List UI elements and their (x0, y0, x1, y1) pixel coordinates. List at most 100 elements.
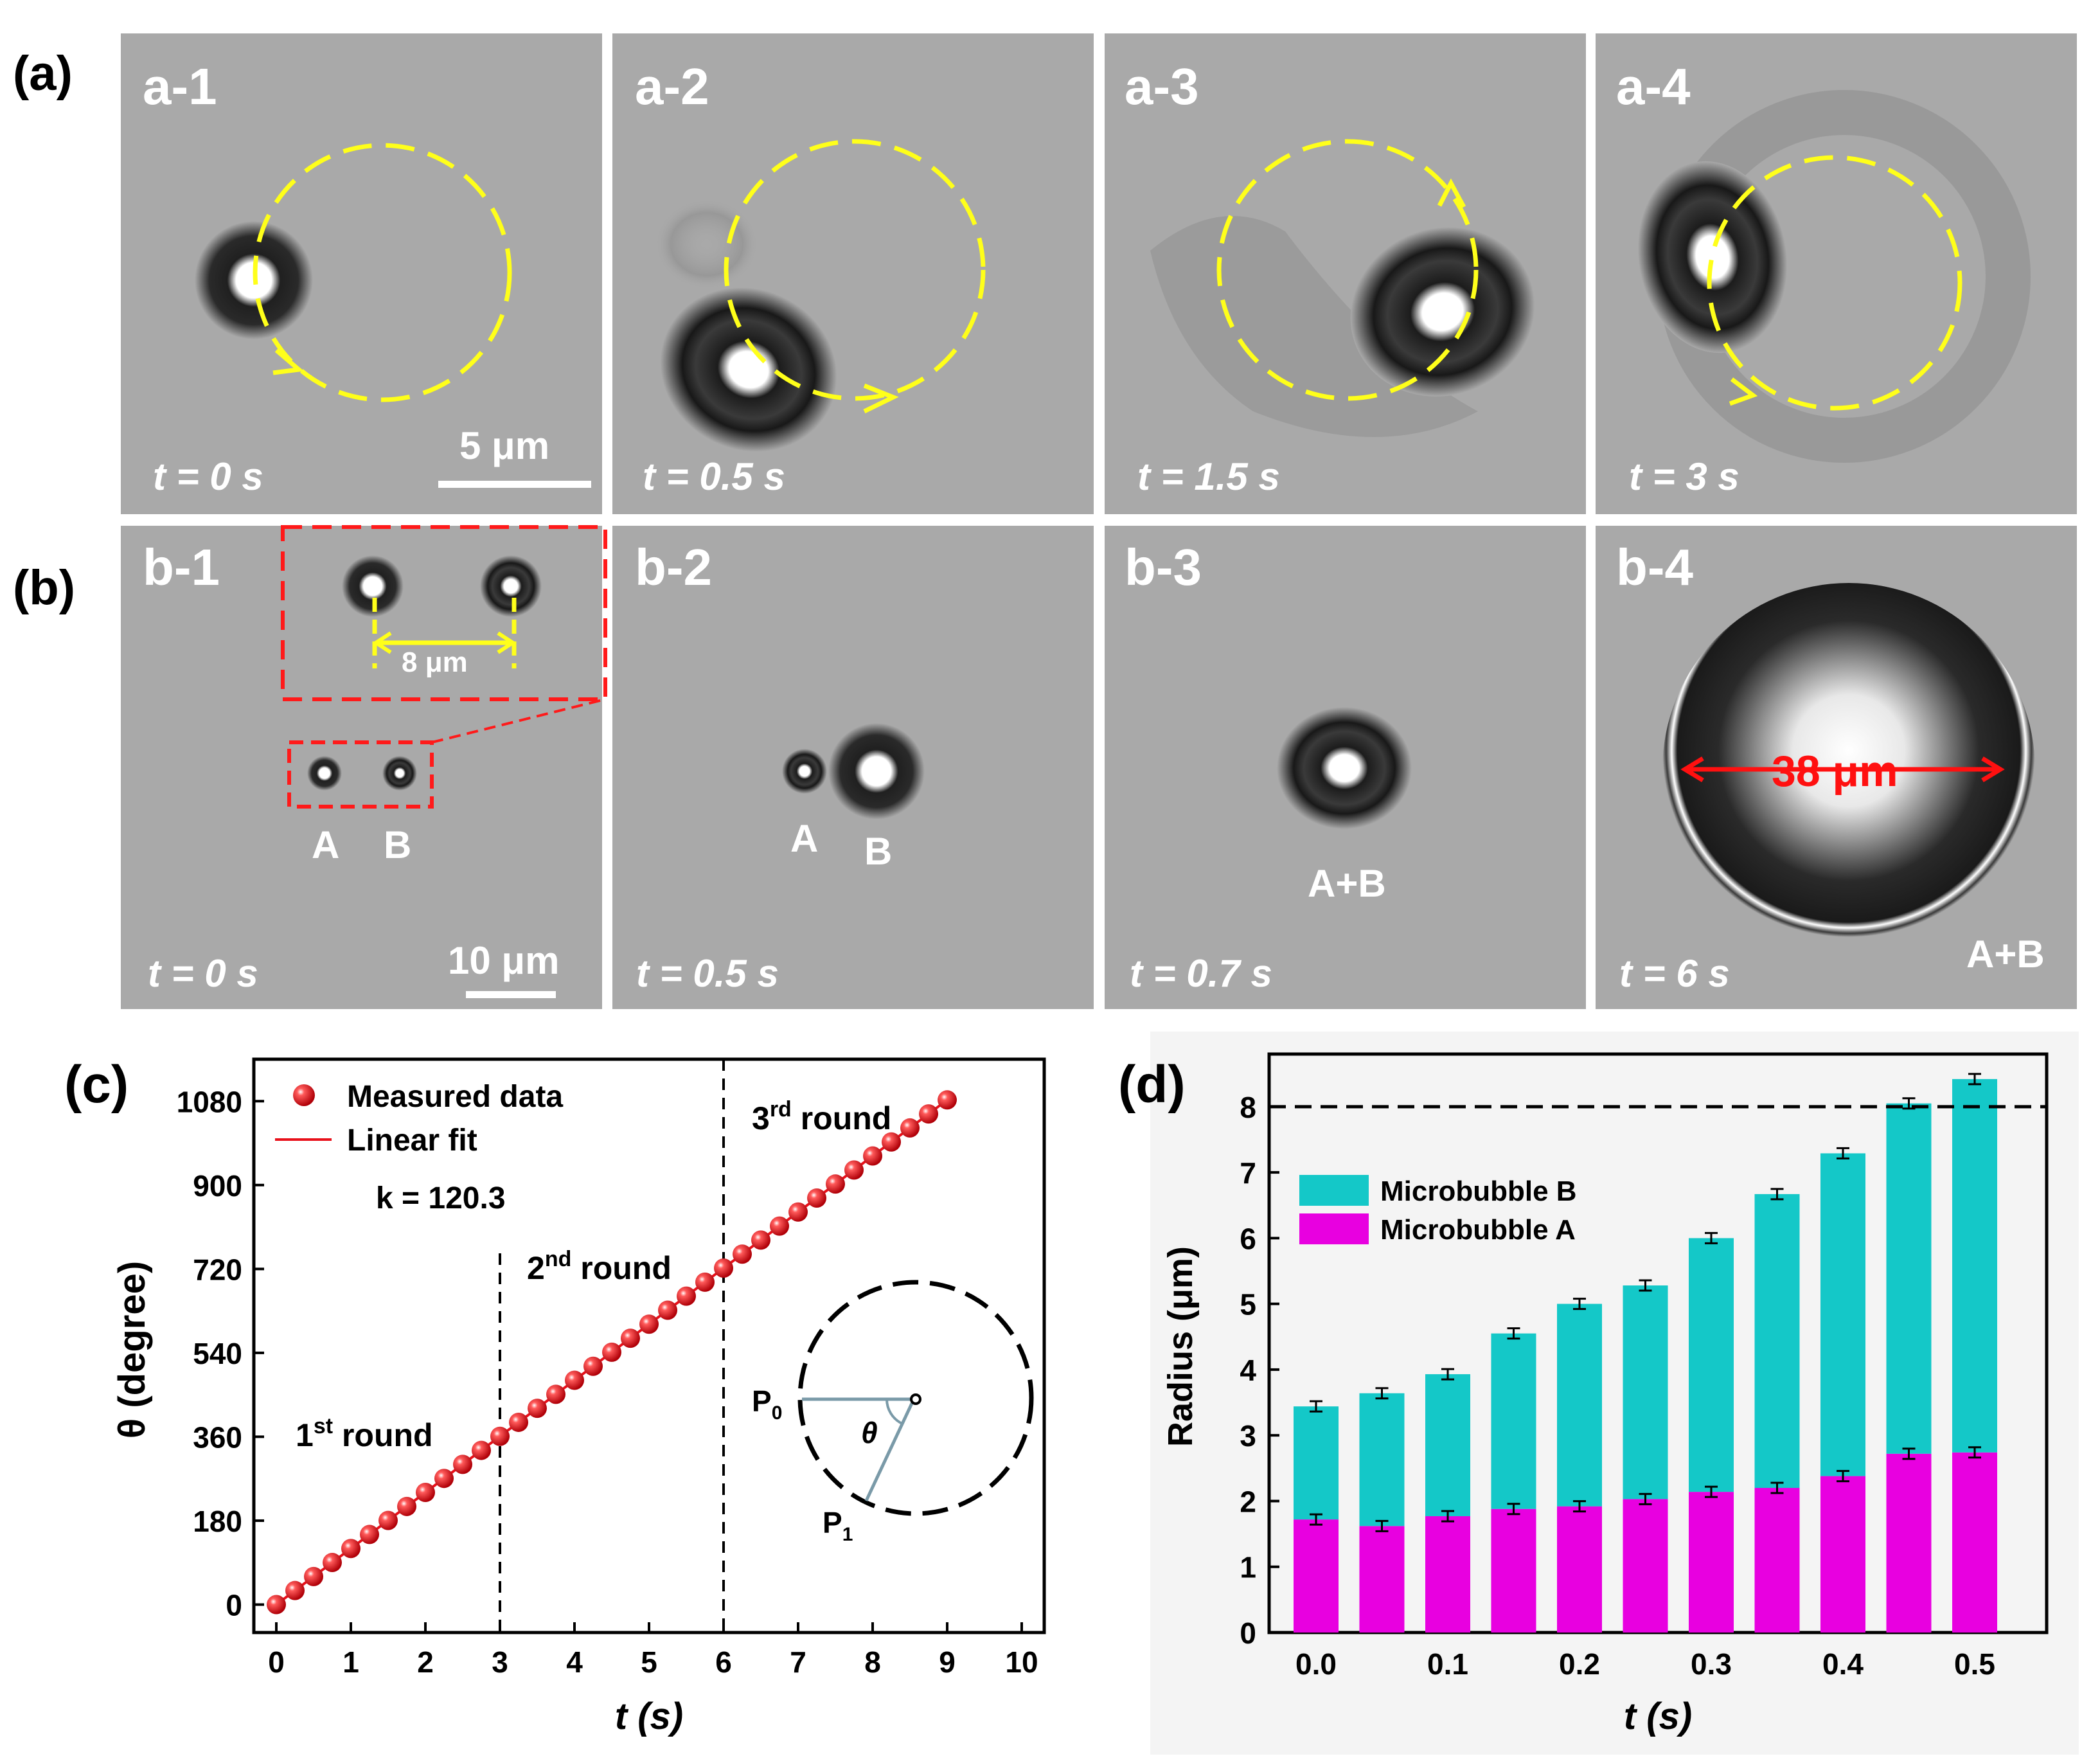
x-tick-label: 0.0 (1295, 1647, 1337, 1681)
bubble-a-label: A (312, 823, 339, 866)
data-point (826, 1174, 845, 1194)
legend-marker-measured (293, 1084, 315, 1106)
microbubble (660, 287, 837, 452)
bar-microbubble-b (1294, 1406, 1339, 1520)
trajectory-arrow-icon (272, 348, 305, 375)
x-tick-label: 8 (864, 1645, 881, 1679)
panel-a-label: (a) (13, 46, 73, 101)
inset-distance-label: 8 μm (402, 647, 468, 678)
merged-label: A+B (1308, 862, 1386, 905)
frame-a-4: a-4 t = 3 s (1596, 33, 2077, 514)
bar-microbubble-a (1359, 1526, 1405, 1633)
bar-microbubble-a (1689, 1492, 1734, 1633)
bubble-b-label: B (384, 823, 411, 866)
bar-microbubble-b (1689, 1238, 1734, 1492)
round-3-label: 3rd round (752, 1097, 891, 1136)
frame-b-2: A B b-2 t = 0.5 s (612, 526, 1094, 1009)
x-tick-label: 5 (641, 1645, 657, 1679)
frame-id: b-2 (635, 539, 712, 596)
data-point (416, 1483, 435, 1503)
y-tick-label: 180 (193, 1505, 242, 1538)
frame-b-1: 8 μm A B b-1 t = 0 s 10 μm (121, 525, 607, 1009)
trajectory-circle (253, 143, 512, 402)
bubble-b (828, 723, 925, 819)
frame-b-3: A+B b-3 t = 0.7 s (1105, 526, 1586, 1009)
data-point (397, 1496, 416, 1516)
x-tick-label: 0.3 (1691, 1647, 1732, 1681)
frame-id: b-4 (1616, 539, 1694, 596)
y-tick-label: 2 (1240, 1485, 1256, 1518)
y-tick-label: 5 (1240, 1288, 1256, 1321)
bubble-a (782, 749, 827, 794)
bar-microbubble-a (1491, 1508, 1536, 1633)
bar-microbubble-b (1623, 1285, 1668, 1499)
data-point (341, 1539, 360, 1559)
legend-b: Microbubble B (1380, 1176, 1577, 1207)
bar-microbubble-b (1820, 1153, 1865, 1476)
data-point (621, 1329, 640, 1348)
x-tick-label: 0 (268, 1645, 285, 1679)
frame-time: t = 0.5 s (636, 952, 779, 995)
chart-d: 0 1 2 3 4 5 6 7 8 0.0 0.1 0.2 0.3 0.4 0.5 Microbubble… (1161, 1052, 2049, 1737)
bar-microbubble-b (1952, 1078, 1997, 1453)
orbit-circle (797, 1280, 1034, 1516)
data-point (900, 1118, 920, 1138)
frame-id: a-2 (635, 58, 709, 115)
trajectory-circle (1216, 139, 1479, 401)
inset-bubble-a (342, 555, 404, 617)
x-tick-label: 0.1 (1427, 1647, 1468, 1681)
data-point (695, 1272, 715, 1292)
data-point (639, 1314, 659, 1334)
bubble-a-label: A (790, 817, 818, 860)
legend-swatch-b (1299, 1175, 1369, 1206)
scale-bar-label: 5 μm (459, 424, 549, 467)
frame-id: a-3 (1125, 58, 1199, 115)
round-2-label: 2nd round (527, 1247, 672, 1286)
frame-id: b-3 (1125, 539, 1202, 596)
bar-microbubble-b (1425, 1374, 1470, 1516)
fit-slope-label: k = 120.3 (376, 1181, 506, 1215)
y-tick-label: 1080 (177, 1085, 242, 1118)
trajectory-arrow-icon (1437, 178, 1466, 208)
bubble-b (382, 756, 417, 791)
data-point (509, 1412, 528, 1432)
y-tick-label: 8 (1240, 1091, 1256, 1124)
data-point (733, 1244, 752, 1264)
data-point (714, 1258, 733, 1278)
trajectory-arrow-icon (1729, 377, 1758, 406)
y-tick-label: 360 (193, 1420, 242, 1454)
diameter-label: 38 μm (1772, 747, 1898, 796)
x-tick-label: 0.5 (1954, 1647, 1995, 1681)
angle-diagram: P0 P1 θ (752, 1280, 1034, 1545)
y-tick-label: 1 (1240, 1551, 1256, 1584)
x-tick-label: 2 (417, 1645, 434, 1679)
bar-microbubble-a (1623, 1499, 1668, 1633)
bar-microbubble-a (1886, 1453, 1932, 1633)
y-tick-label: 6 (1240, 1222, 1256, 1255)
data-point (285, 1580, 305, 1600)
microbubble (1350, 227, 1535, 397)
y-axis-title: Radius (μm) (1161, 1246, 1200, 1447)
bar-microbubble-a (1952, 1452, 1997, 1633)
data-point (323, 1553, 342, 1573)
y-tick-label: 720 (193, 1253, 242, 1286)
data-point (360, 1525, 379, 1544)
p1-label: P1 (823, 1506, 853, 1545)
bubble-b-label: B (864, 830, 892, 873)
data-point (677, 1286, 696, 1306)
panel-d-label: (d) (1118, 1055, 1186, 1114)
merged-bubble (1277, 707, 1412, 829)
data-point (919, 1104, 938, 1124)
trajectory-arrow-icon (863, 383, 899, 414)
microbubble (1637, 161, 1788, 353)
bar-microbubble-b (1886, 1103, 1932, 1454)
data-point (528, 1399, 547, 1418)
x-tick-label: 6 (715, 1645, 732, 1679)
inset-bubble-b (480, 555, 542, 617)
frame-time: t = 0 s (148, 952, 258, 995)
data-point (844, 1160, 864, 1180)
data-point (583, 1356, 603, 1376)
legend-measured: Measured data (347, 1080, 563, 1114)
trajectory-circle (1707, 155, 1962, 411)
bar-microbubble-b (1557, 1303, 1602, 1507)
